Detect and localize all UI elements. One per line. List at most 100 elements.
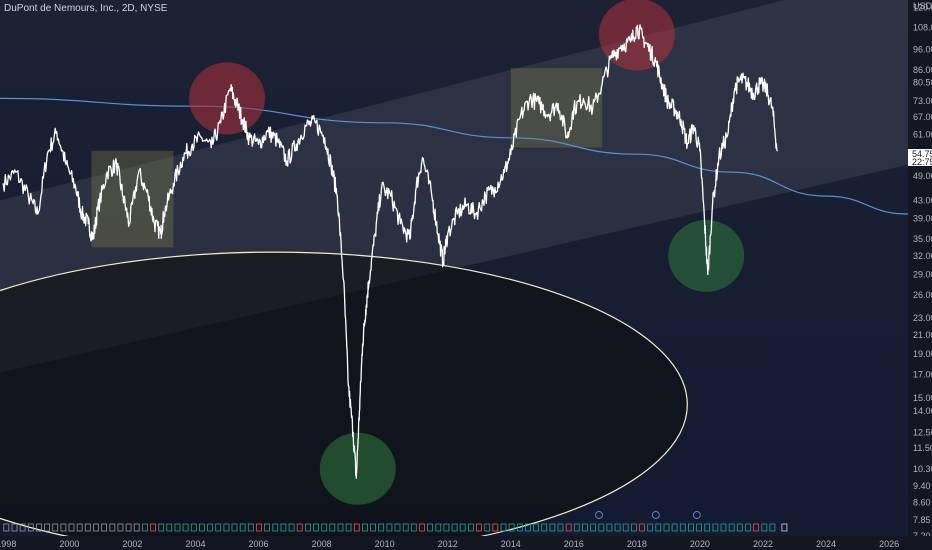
event-badge[interactable]	[182, 523, 189, 532]
event-badge[interactable]	[427, 523, 434, 532]
event-badge[interactable]	[239, 523, 246, 532]
event-badge[interactable]	[304, 523, 311, 532]
event-badge[interactable]	[459, 523, 466, 532]
event-badge[interactable]	[745, 523, 751, 532]
event-badge[interactable]	[101, 523, 107, 532]
event-badge[interactable]	[590, 523, 596, 532]
event-badge[interactable]	[353, 523, 360, 532]
earnings-upcoming-badge[interactable]	[781, 523, 788, 532]
event-badge[interactable]	[573, 523, 580, 532]
event-badge[interactable]	[663, 523, 670, 532]
event-badge[interactable]	[761, 523, 768, 532]
event-badge[interactable]	[769, 523, 776, 532]
event-badge[interactable]	[622, 523, 629, 532]
event-badge[interactable]	[44, 523, 50, 532]
event-badge[interactable]	[150, 523, 156, 532]
event-badge[interactable]	[679, 523, 686, 532]
event-badge[interactable]	[52, 523, 59, 532]
event-badge[interactable]	[93, 523, 99, 532]
event-badge[interactable]	[190, 523, 197, 532]
event-badge[interactable]	[435, 523, 442, 532]
event-badge[interactable]	[451, 523, 458, 532]
event-badge[interactable]	[419, 523, 425, 532]
event-badge[interactable]	[655, 523, 662, 532]
dividend-icon[interactable]	[595, 511, 603, 519]
event-badge[interactable]	[565, 523, 572, 532]
event-badge[interactable]	[256, 523, 262, 532]
dividend-icon[interactable]	[692, 511, 701, 519]
event-badge[interactable]	[174, 523, 181, 532]
event-badge[interactable]	[516, 523, 523, 532]
event-badge[interactable]	[753, 523, 759, 532]
event-badge[interactable]	[696, 523, 702, 532]
event-badge[interactable]	[19, 523, 26, 532]
event-badge[interactable]	[125, 523, 132, 532]
event-badge[interactable]	[321, 523, 328, 532]
event-badge[interactable]	[467, 523, 474, 532]
event-badge[interactable]	[492, 523, 499, 532]
event-badge[interactable]	[647, 523, 654, 532]
event-badge[interactable]	[68, 523, 75, 532]
event-badge[interactable]	[476, 523, 482, 532]
event-badge[interactable]	[484, 523, 491, 532]
event-badge[interactable]	[671, 523, 678, 532]
event-badge[interactable]	[728, 523, 735, 532]
event-badge[interactable]	[386, 523, 393, 532]
event-badge[interactable]	[223, 523, 230, 532]
event-badge[interactable]	[582, 523, 588, 532]
event-badge[interactable]	[557, 523, 564, 532]
event-badge[interactable]	[27, 523, 34, 532]
event-badge[interactable]	[166, 523, 173, 532]
event-badge[interactable]	[158, 523, 165, 532]
event-badge[interactable]	[11, 523, 18, 532]
event-badge[interactable]	[443, 523, 450, 532]
event-badge[interactable]	[329, 523, 336, 532]
event-badge[interactable]	[215, 523, 222, 532]
event-badge[interactable]	[3, 523, 10, 532]
event-badge[interactable]	[370, 523, 377, 532]
event-badge[interactable]	[109, 523, 116, 532]
event-badge[interactable]	[525, 523, 531, 532]
event-badge[interactable]	[410, 523, 417, 532]
time-scale[interactable]: 1998 2000 2002 2004 2006 2008 2010 2012 2014 2016…	[0, 536, 932, 550]
event-badge[interactable]	[533, 523, 539, 532]
event-badge[interactable]	[36, 523, 42, 532]
event-badge[interactable]	[247, 523, 254, 532]
event-badge[interactable]	[117, 523, 124, 532]
event-badge[interactable]	[361, 523, 368, 532]
event-badge[interactable]	[207, 523, 214, 532]
event-badge[interactable]	[141, 523, 148, 532]
event-badge[interactable]	[402, 523, 409, 532]
event-badge[interactable]	[264, 523, 271, 532]
event-badge[interactable]	[704, 523, 711, 532]
event-badge[interactable]	[288, 523, 295, 532]
event-badge[interactable]	[313, 523, 319, 532]
event-badge[interactable]	[614, 523, 621, 532]
event-badge[interactable]	[688, 523, 694, 532]
event-badge[interactable]	[378, 523, 385, 532]
event-badge[interactable]	[508, 523, 515, 532]
event-badge[interactable]	[296, 523, 303, 532]
event-badge[interactable]	[720, 523, 727, 532]
price-scale[interactable]: 120.00 108.00 96.00 86.00 80.50 73.00 67.00 61.…	[908, 0, 932, 541]
event-badge[interactable]	[280, 523, 287, 532]
event-badge[interactable]	[198, 523, 205, 532]
event-badge[interactable]	[736, 523, 743, 532]
event-badge[interactable]	[231, 523, 238, 532]
dividend-icon[interactable]	[651, 511, 660, 519]
event-badge[interactable]	[631, 523, 637, 532]
event-badge[interactable]	[272, 523, 279, 532]
event-badge[interactable]	[500, 523, 507, 532]
event-badge[interactable]	[394, 523, 401, 532]
event-badge[interactable]	[133, 523, 140, 532]
event-badge[interactable]	[345, 523, 352, 532]
event-badge[interactable]	[598, 523, 605, 532]
event-badge[interactable]	[84, 523, 91, 532]
event-badge[interactable]	[639, 523, 645, 532]
event-badge[interactable]	[712, 523, 719, 532]
event-badge[interactable]	[606, 523, 613, 532]
event-badge[interactable]	[541, 523, 548, 532]
event-badge[interactable]	[549, 523, 556, 532]
